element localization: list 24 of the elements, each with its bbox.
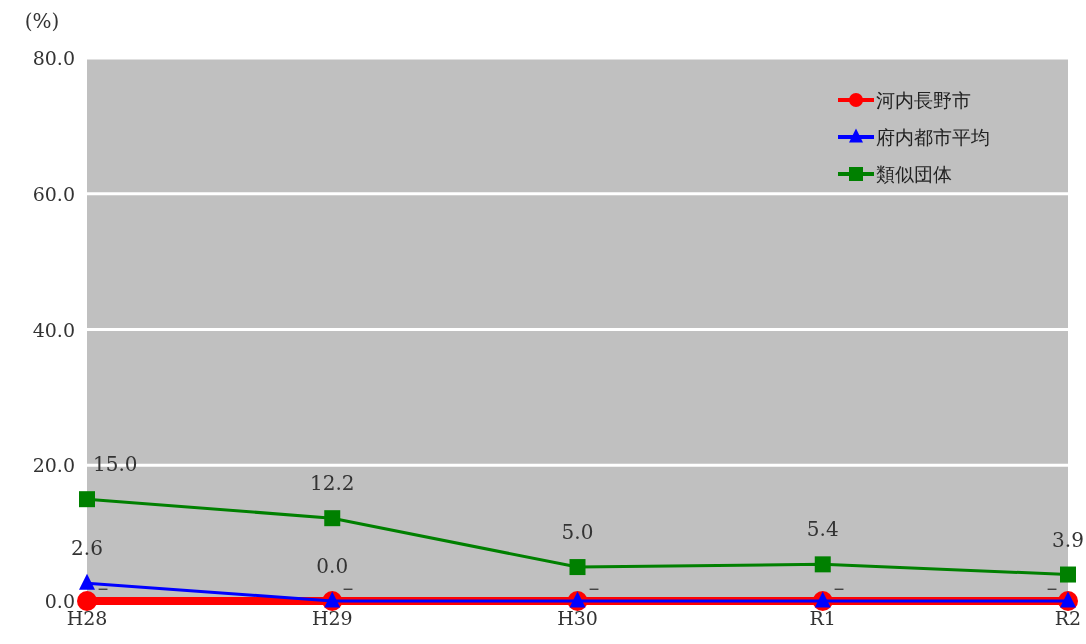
legend-label: 府内都市平均 (876, 126, 990, 148)
y-tick-label: 80.0 (32, 47, 75, 69)
x-tick-label: R1 (809, 607, 836, 629)
data-label: － (93, 576, 113, 600)
x-tick-label: H29 (311, 607, 353, 629)
data-label: 5.4 (806, 517, 839, 542)
x-tick-label: H30 (557, 607, 598, 629)
data-label: 5.0 (561, 520, 594, 545)
legend-label: 類似団体 (876, 163, 952, 185)
y-tick-label: 40.0 (32, 318, 75, 341)
y-tick-label: 60.0 (32, 182, 75, 205)
data-label: 15.0 (93, 452, 138, 477)
data-label: 2.6 (71, 536, 103, 561)
y-axis-title: (%) (24, 9, 60, 33)
data-label: 3.9 (1052, 527, 1084, 552)
legend-label: 河内長野市 (876, 89, 971, 111)
data-label: － (338, 576, 359, 600)
y-tick-label: 20.0 (32, 454, 75, 477)
data-label: 12.2 (309, 471, 355, 496)
data-label: － (583, 576, 604, 600)
x-tick-label: R2 (1054, 607, 1082, 629)
data-label: 0.0 (316, 554, 349, 578)
data-label: － (828, 576, 849, 600)
data-label: － (1042, 576, 1062, 600)
